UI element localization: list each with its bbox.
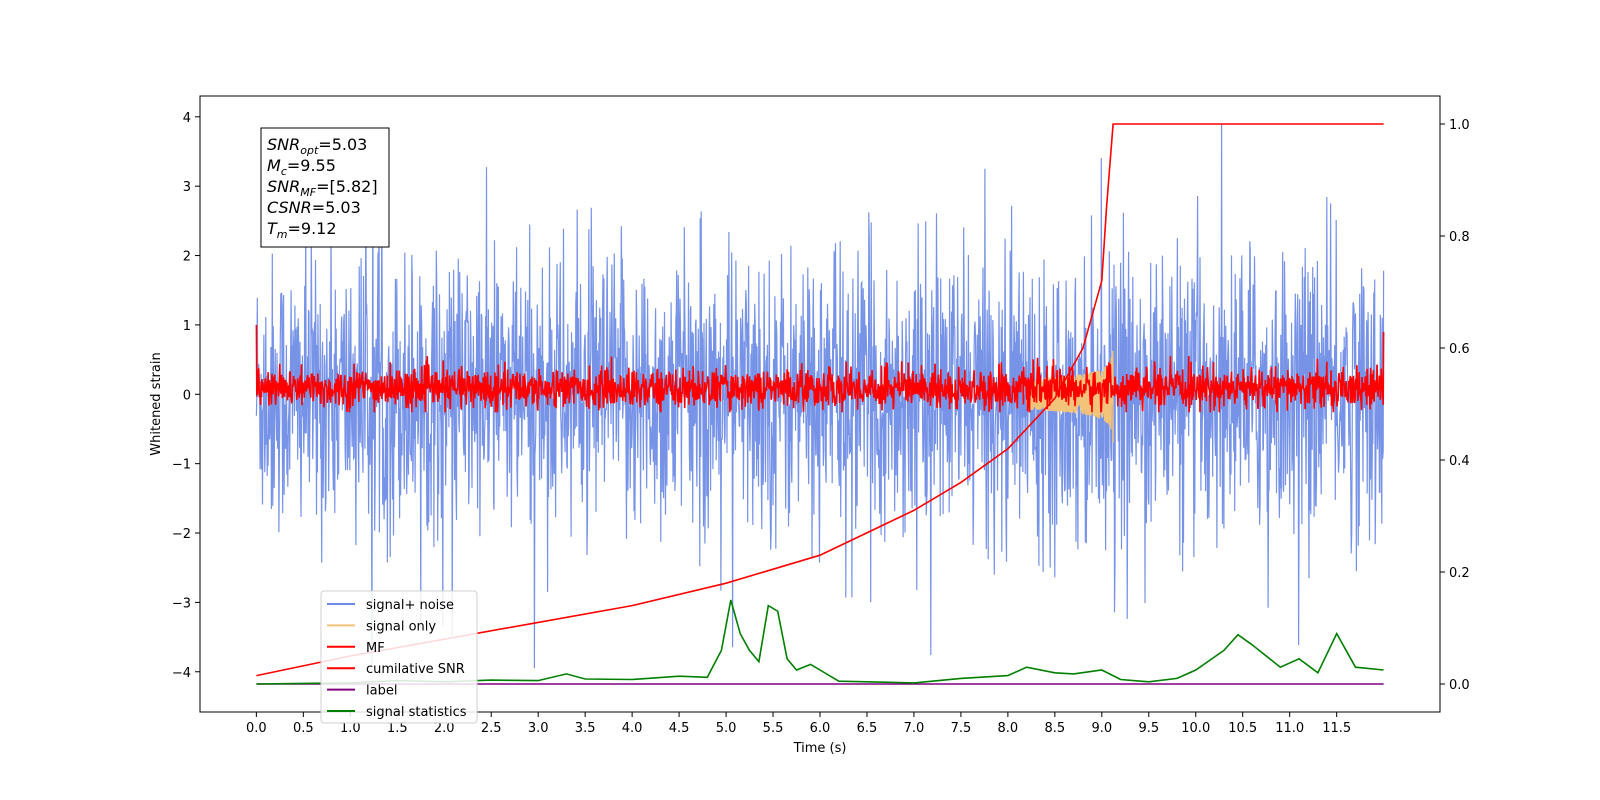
annotation-symbol: CSNR (267, 198, 312, 217)
x-tick-label: 3.5 (575, 721, 596, 736)
legend-label: signal statistics (366, 705, 467, 720)
x-tick-label: 1.0 (340, 721, 361, 736)
y-tick-label: 0 (183, 388, 191, 403)
signal-noise-series (255, 123, 1385, 669)
x-axis-ticks: 0.0 0.5 1.0 1.5 2.0 2.5 3.0 3.5 4.0 4.5 5.0 5.5 6.0 6… (246, 712, 1351, 736)
annotation-value: =5.03 (318, 135, 367, 154)
y-tick-label: −2 (172, 527, 191, 542)
annotation-line: SNRMF=[5.82] (267, 177, 378, 199)
x-tick-label: 0.0 (246, 721, 267, 736)
x-tick-label: 10.5 (1228, 721, 1257, 736)
annotation-line: SNRopt=5.03 (267, 135, 367, 157)
annotation-symbol: T (267, 219, 278, 238)
annotation-subscript: c (281, 165, 287, 178)
legend-frame (320, 590, 478, 724)
annotation-subscript: opt (300, 144, 319, 157)
x-tick-label: 1.5 (387, 721, 408, 736)
x-tick-label: 11.5 (1322, 721, 1351, 736)
x-tick-label: 8.0 (998, 721, 1019, 736)
x-tick-label: 10.0 (1181, 721, 1210, 736)
series-line-mf (255, 324, 1385, 413)
y2-tick-label: 0.4 (1449, 454, 1470, 469)
x-tick-label: 5.5 (763, 721, 784, 736)
y2-axis-ticks: 1.0 0.8 0.6 0.4 0.2 0.0 (1440, 118, 1470, 693)
x-tick-label: 2.0 (434, 721, 455, 736)
y-axis-label: Whitened strain (149, 352, 164, 455)
y-tick-label: 1 (183, 319, 191, 334)
x-tick-label: 8.5 (1045, 721, 1066, 736)
y-tick-label: 4 (183, 111, 191, 126)
legend-label: signal only (366, 619, 436, 634)
x-tick-label: 9.0 (1091, 721, 1112, 736)
series-line-signal-statistics (256, 599, 1384, 685)
x-tick-label: 3.0 (528, 721, 549, 736)
annotation-subscript: m (277, 228, 288, 241)
stats-annotation-box: SNRopt=5.03Mc=9.55SNRMF=[5.82]CSNR=5.03T… (260, 127, 390, 248)
y-tick-label: −3 (172, 596, 191, 611)
x-tick-label: 4.5 (669, 721, 690, 736)
legend: signal+ noise signal only MF cumilative SNR… (320, 590, 478, 724)
series-line-cumilative-snr (256, 123, 1384, 677)
y-tick-label: −1 (172, 458, 191, 473)
annotation-subscript: MF (300, 186, 316, 199)
y2-tick-label: 1.0 (1449, 118, 1470, 133)
x-tick-label: 11.0 (1275, 721, 1304, 736)
x-tick-label: 0.5 (293, 721, 314, 736)
x-tick-label: 4.0 (622, 721, 643, 736)
x-tick-label: 9.5 (1138, 721, 1159, 736)
y-tick-label: 3 (183, 180, 191, 195)
x-tick-label: 6.5 (857, 721, 878, 736)
mf-series (255, 324, 1385, 413)
annotation-symbol: M (267, 156, 281, 175)
annotation-symbol: SNR (267, 135, 300, 154)
legend-label: signal+ noise (366, 598, 454, 613)
y2-tick-label: 0.6 (1449, 342, 1470, 357)
annotation-line: CSNR=5.03 (267, 198, 361, 217)
x-tick-label: 7.5 (951, 721, 972, 736)
legend-label: label (366, 684, 397, 699)
y-tick-label: 2 (183, 250, 191, 265)
annotation-value: =5.03 (312, 198, 361, 217)
series-line-signal-noise (255, 123, 1385, 669)
x-tick-label: 2.5 (481, 721, 502, 736)
y2-tick-label: 0.8 (1449, 230, 1470, 245)
y-tick-label: −4 (172, 666, 191, 681)
y2-tick-label: 0.0 (1449, 678, 1470, 693)
y-axis-ticks: 4 3 2 1 0 −1 −2 −3 −4 (172, 111, 200, 681)
annotation-value: =[5.82] (316, 177, 378, 196)
x-tick-label: 7.0 (904, 721, 925, 736)
x-tick-label: 5.0 (716, 721, 737, 736)
annotation-symbol: SNR (267, 177, 300, 196)
y2-tick-label: 0.2 (1449, 566, 1470, 581)
x-axis-label: Time (s) (793, 741, 847, 756)
annotation-line: Mc=9.55 (267, 156, 336, 178)
legend-label: MF (366, 641, 385, 656)
x-tick-label: 6.0 (810, 721, 831, 736)
annotation-line: Tm=9.12 (267, 219, 337, 241)
annotation-frame (260, 127, 390, 248)
annotation-value: =9.55 (287, 156, 336, 175)
annotation-value: =9.12 (288, 219, 337, 238)
legend-label: cumilative SNR (366, 662, 465, 677)
